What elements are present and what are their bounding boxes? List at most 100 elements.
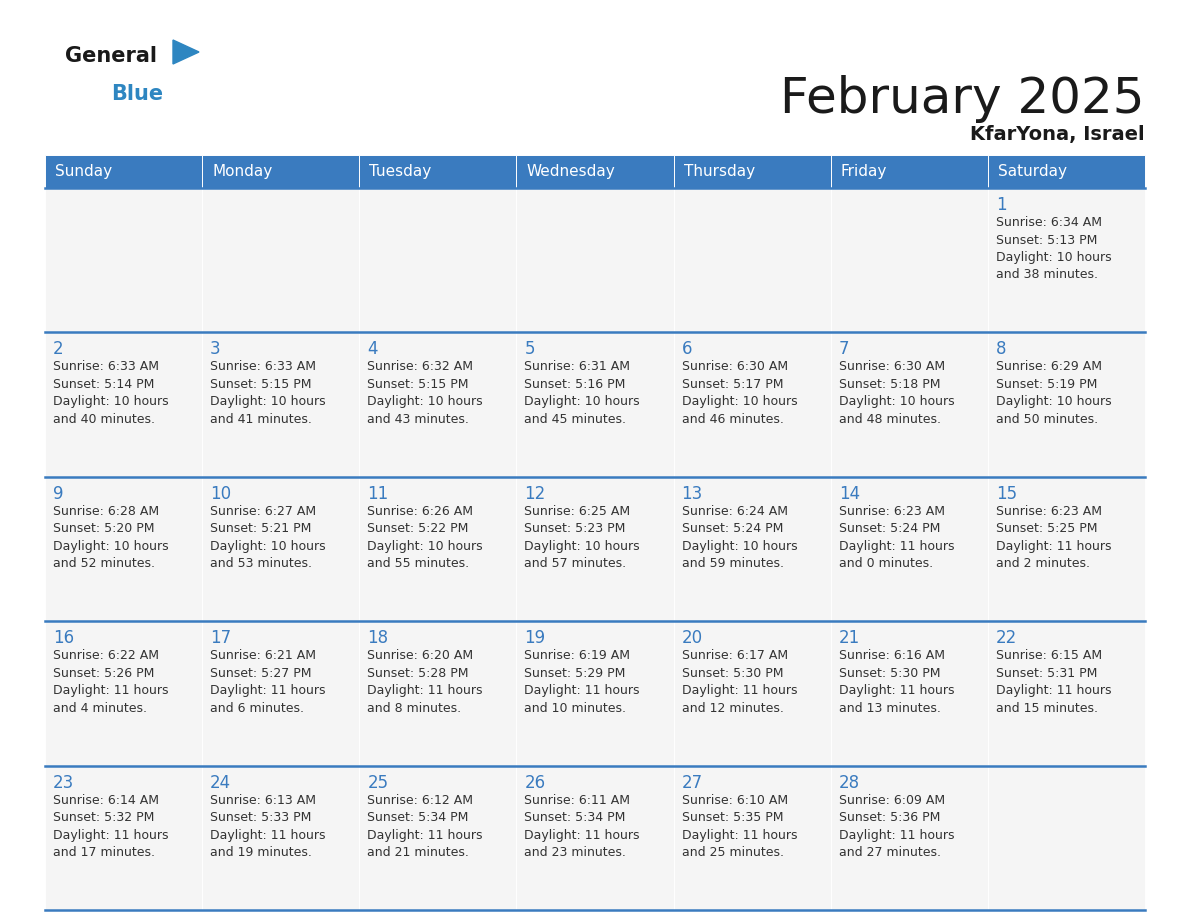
Text: 27: 27 — [682, 774, 702, 791]
Bar — [830, 766, 988, 910]
Bar — [517, 155, 674, 188]
Text: Sunrise: 6:09 AM
Sunset: 5:36 PM
Daylight: 11 hours
and 27 minutes.: Sunrise: 6:09 AM Sunset: 5:36 PM Dayligh… — [839, 793, 954, 859]
Bar — [45, 766, 202, 910]
Text: Sunrise: 6:24 AM
Sunset: 5:24 PM
Daylight: 10 hours
and 59 minutes.: Sunrise: 6:24 AM Sunset: 5:24 PM Dayligh… — [682, 505, 797, 570]
Text: Sunrise: 6:22 AM
Sunset: 5:26 PM
Daylight: 11 hours
and 4 minutes.: Sunrise: 6:22 AM Sunset: 5:26 PM Dayligh… — [53, 649, 169, 715]
Bar — [202, 332, 359, 476]
Text: Friday: Friday — [841, 164, 887, 179]
Bar — [988, 332, 1145, 476]
Bar — [45, 188, 202, 332]
Text: Sunrise: 6:30 AM
Sunset: 5:18 PM
Daylight: 10 hours
and 48 minutes.: Sunrise: 6:30 AM Sunset: 5:18 PM Dayligh… — [839, 361, 954, 426]
Bar — [674, 476, 830, 621]
Text: 7: 7 — [839, 341, 849, 358]
Text: Sunrise: 6:26 AM
Sunset: 5:22 PM
Daylight: 10 hours
and 55 minutes.: Sunrise: 6:26 AM Sunset: 5:22 PM Dayligh… — [367, 505, 482, 570]
Text: Sunrise: 6:15 AM
Sunset: 5:31 PM
Daylight: 11 hours
and 15 minutes.: Sunrise: 6:15 AM Sunset: 5:31 PM Dayligh… — [996, 649, 1111, 715]
Bar — [202, 621, 359, 766]
Bar — [202, 766, 359, 910]
Text: 28: 28 — [839, 774, 860, 791]
Text: 10: 10 — [210, 485, 232, 503]
Text: Sunrise: 6:27 AM
Sunset: 5:21 PM
Daylight: 10 hours
and 53 minutes.: Sunrise: 6:27 AM Sunset: 5:21 PM Dayligh… — [210, 505, 326, 570]
Bar — [517, 621, 674, 766]
Text: 3: 3 — [210, 341, 221, 358]
Text: February 2025: February 2025 — [781, 75, 1145, 123]
Bar — [988, 188, 1145, 332]
Text: Sunrise: 6:19 AM
Sunset: 5:29 PM
Daylight: 11 hours
and 10 minutes.: Sunrise: 6:19 AM Sunset: 5:29 PM Dayligh… — [524, 649, 640, 715]
Bar — [830, 332, 988, 476]
Bar — [988, 766, 1145, 910]
Text: 11: 11 — [367, 485, 388, 503]
Text: 2: 2 — [53, 341, 64, 358]
Text: 23: 23 — [53, 774, 74, 791]
Bar — [202, 155, 359, 188]
Bar — [359, 621, 517, 766]
Text: Sunrise: 6:29 AM
Sunset: 5:19 PM
Daylight: 10 hours
and 50 minutes.: Sunrise: 6:29 AM Sunset: 5:19 PM Dayligh… — [996, 361, 1112, 426]
Text: 22: 22 — [996, 629, 1017, 647]
Bar — [988, 621, 1145, 766]
Text: 12: 12 — [524, 485, 545, 503]
Bar — [517, 476, 674, 621]
Bar — [359, 188, 517, 332]
Text: 25: 25 — [367, 774, 388, 791]
Text: Wednesday: Wednesday — [526, 164, 615, 179]
Bar — [359, 155, 517, 188]
Bar — [45, 332, 202, 476]
Bar — [674, 332, 830, 476]
Text: Saturday: Saturday — [998, 164, 1067, 179]
Text: Sunrise: 6:16 AM
Sunset: 5:30 PM
Daylight: 11 hours
and 13 minutes.: Sunrise: 6:16 AM Sunset: 5:30 PM Dayligh… — [839, 649, 954, 715]
Text: Sunrise: 6:14 AM
Sunset: 5:32 PM
Daylight: 11 hours
and 17 minutes.: Sunrise: 6:14 AM Sunset: 5:32 PM Dayligh… — [53, 793, 169, 859]
Text: General: General — [65, 46, 157, 66]
Bar — [674, 155, 830, 188]
Text: Sunrise: 6:17 AM
Sunset: 5:30 PM
Daylight: 11 hours
and 12 minutes.: Sunrise: 6:17 AM Sunset: 5:30 PM Dayligh… — [682, 649, 797, 715]
Text: Sunrise: 6:32 AM
Sunset: 5:15 PM
Daylight: 10 hours
and 43 minutes.: Sunrise: 6:32 AM Sunset: 5:15 PM Dayligh… — [367, 361, 482, 426]
Bar — [202, 476, 359, 621]
Bar — [359, 332, 517, 476]
Bar — [674, 766, 830, 910]
Text: Sunrise: 6:21 AM
Sunset: 5:27 PM
Daylight: 11 hours
and 6 minutes.: Sunrise: 6:21 AM Sunset: 5:27 PM Dayligh… — [210, 649, 326, 715]
Text: Sunrise: 6:13 AM
Sunset: 5:33 PM
Daylight: 11 hours
and 19 minutes.: Sunrise: 6:13 AM Sunset: 5:33 PM Dayligh… — [210, 793, 326, 859]
Text: 6: 6 — [682, 341, 693, 358]
Text: Sunrise: 6:33 AM
Sunset: 5:15 PM
Daylight: 10 hours
and 41 minutes.: Sunrise: 6:33 AM Sunset: 5:15 PM Dayligh… — [210, 361, 326, 426]
Text: Sunrise: 6:25 AM
Sunset: 5:23 PM
Daylight: 10 hours
and 57 minutes.: Sunrise: 6:25 AM Sunset: 5:23 PM Dayligh… — [524, 505, 640, 570]
Bar — [674, 621, 830, 766]
Bar — [517, 188, 674, 332]
Text: 18: 18 — [367, 629, 388, 647]
Text: 26: 26 — [524, 774, 545, 791]
Text: Monday: Monday — [213, 164, 272, 179]
Bar — [988, 155, 1145, 188]
Bar — [45, 155, 202, 188]
Text: 8: 8 — [996, 341, 1006, 358]
Text: Tuesday: Tuesday — [369, 164, 431, 179]
Bar — [359, 476, 517, 621]
Text: Sunrise: 6:12 AM
Sunset: 5:34 PM
Daylight: 11 hours
and 21 minutes.: Sunrise: 6:12 AM Sunset: 5:34 PM Dayligh… — [367, 793, 482, 859]
Bar — [830, 155, 988, 188]
Bar — [988, 476, 1145, 621]
Text: 14: 14 — [839, 485, 860, 503]
Bar — [830, 621, 988, 766]
Bar — [517, 332, 674, 476]
Bar — [202, 188, 359, 332]
Bar — [45, 476, 202, 621]
Text: 1: 1 — [996, 196, 1006, 214]
Text: 4: 4 — [367, 341, 378, 358]
Text: Thursday: Thursday — [683, 164, 754, 179]
Text: Sunrise: 6:28 AM
Sunset: 5:20 PM
Daylight: 10 hours
and 52 minutes.: Sunrise: 6:28 AM Sunset: 5:20 PM Dayligh… — [53, 505, 169, 570]
Bar — [830, 476, 988, 621]
Text: Sunrise: 6:23 AM
Sunset: 5:24 PM
Daylight: 11 hours
and 0 minutes.: Sunrise: 6:23 AM Sunset: 5:24 PM Dayligh… — [839, 505, 954, 570]
Text: 17: 17 — [210, 629, 232, 647]
Text: Sunrise: 6:20 AM
Sunset: 5:28 PM
Daylight: 11 hours
and 8 minutes.: Sunrise: 6:20 AM Sunset: 5:28 PM Dayligh… — [367, 649, 482, 715]
Polygon shape — [173, 40, 200, 64]
Bar — [830, 188, 988, 332]
Text: Sunrise: 6:23 AM
Sunset: 5:25 PM
Daylight: 11 hours
and 2 minutes.: Sunrise: 6:23 AM Sunset: 5:25 PM Dayligh… — [996, 505, 1111, 570]
Text: 21: 21 — [839, 629, 860, 647]
Text: Sunday: Sunday — [55, 164, 112, 179]
Bar — [359, 766, 517, 910]
Text: 19: 19 — [524, 629, 545, 647]
Text: Sunrise: 6:10 AM
Sunset: 5:35 PM
Daylight: 11 hours
and 25 minutes.: Sunrise: 6:10 AM Sunset: 5:35 PM Dayligh… — [682, 793, 797, 859]
Text: KfarYona, Israel: KfarYona, Israel — [971, 125, 1145, 144]
Text: 5: 5 — [524, 341, 535, 358]
Text: Sunrise: 6:34 AM
Sunset: 5:13 PM
Daylight: 10 hours
and 38 minutes.: Sunrise: 6:34 AM Sunset: 5:13 PM Dayligh… — [996, 216, 1112, 282]
Text: Sunrise: 6:33 AM
Sunset: 5:14 PM
Daylight: 10 hours
and 40 minutes.: Sunrise: 6:33 AM Sunset: 5:14 PM Dayligh… — [53, 361, 169, 426]
Text: 16: 16 — [53, 629, 74, 647]
Text: 20: 20 — [682, 629, 702, 647]
Text: 15: 15 — [996, 485, 1017, 503]
